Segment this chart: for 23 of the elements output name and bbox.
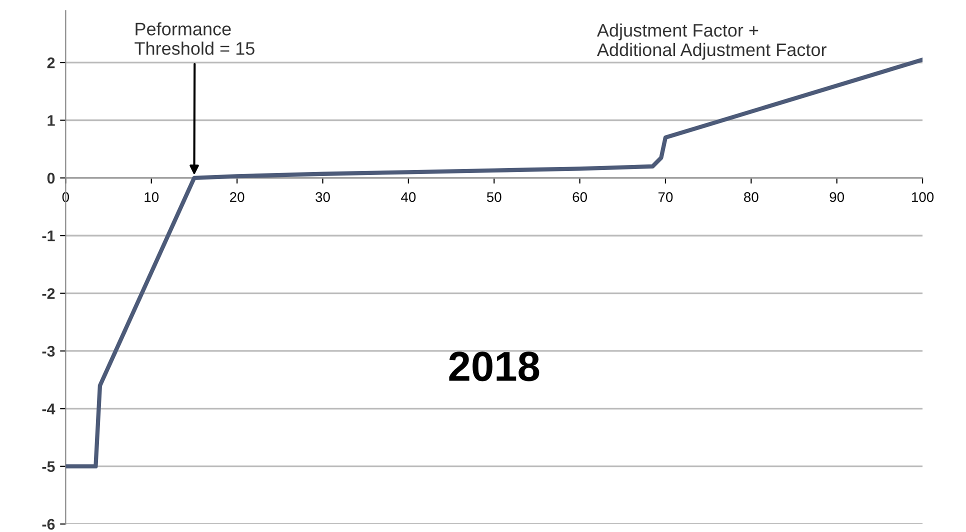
x-tick-label: 40: [401, 192, 416, 202]
x-tick-label: 60: [572, 192, 587, 202]
x-tick-label: 0: [62, 192, 70, 202]
x-tick-label: 10: [144, 192, 159, 202]
y-tick-label: -3: [42, 346, 55, 357]
annotation: Adjustment Factor + Additional Adjustment Factor: [596, 23, 826, 60]
x-tick-label: 100: [912, 192, 934, 202]
x-tick-label: 20: [230, 192, 244, 202]
y-tick-label: 0: [47, 172, 55, 184]
y-tick-label: 1: [48, 115, 55, 126]
x-tick-label: 90: [830, 192, 844, 202]
x-tick-label: 80: [744, 192, 758, 202]
annotation: 2018: [449, 352, 540, 382]
annotation: Peformance Threshold = 15: [134, 22, 254, 55]
y-tick-label: -1: [42, 230, 55, 242]
x-tick-label: 50: [486, 192, 502, 202]
y-tick-label: 2: [47, 57, 55, 68]
y-tick-label: -6: [42, 518, 55, 530]
x-tick-label: 30: [316, 192, 330, 202]
y-tick-label: -4: [42, 404, 56, 414]
y-tick-label: -2: [42, 288, 55, 299]
y-tick-label: -5: [42, 461, 55, 472]
x-tick-label: 70: [658, 192, 673, 202]
